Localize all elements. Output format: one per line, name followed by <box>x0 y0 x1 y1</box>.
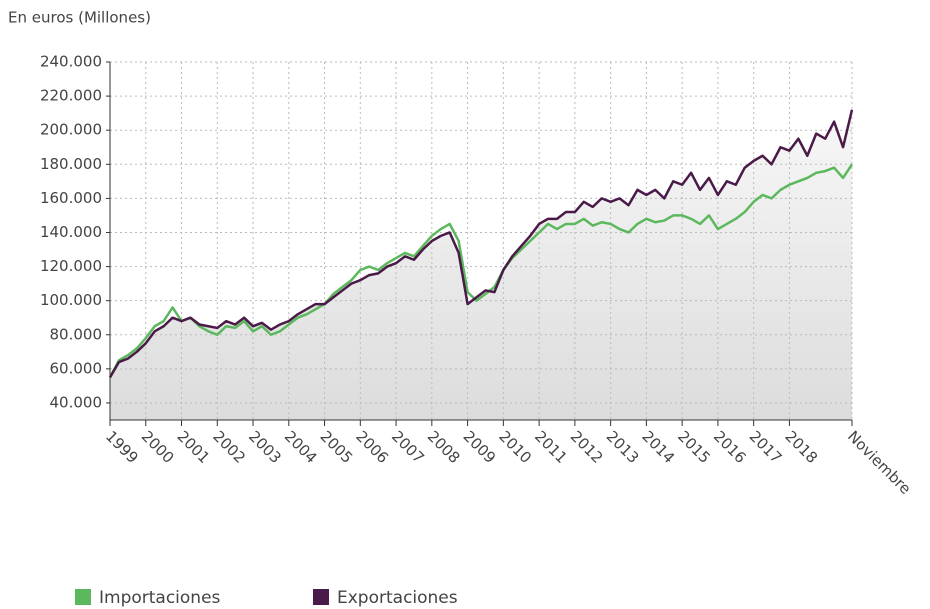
legend-label: Exportaciones <box>337 588 458 608</box>
y-tick-label: 40.000 <box>50 393 103 411</box>
x-tick-label: 2013 <box>603 427 643 467</box>
y-tick-label: 60.000 <box>50 359 103 377</box>
y-tick-label: 220.000 <box>40 87 102 105</box>
x-tick-label: 2012 <box>567 427 607 467</box>
x-tick-label: 2000 <box>138 427 178 467</box>
x-tick-label: Noviembre <box>844 427 915 498</box>
x-tick-label: 2005 <box>317 427 357 467</box>
x-tick-label: 2003 <box>245 427 285 467</box>
series-line <box>108 163 854 378</box>
x-tick-label: 2014 <box>638 427 678 467</box>
area-fill <box>110 109 852 420</box>
legend-swatch <box>313 589 329 605</box>
y-tick-label: 80.000 <box>50 325 103 343</box>
y-tick-label: 200.000 <box>40 121 102 139</box>
x-tick-label: 2008 <box>424 427 464 467</box>
x-tick-label: 2016 <box>710 427 750 467</box>
x-tick-label: 2009 <box>460 427 500 467</box>
x-tick-label: 1999 <box>102 427 142 467</box>
x-tick-label: 2001 <box>174 427 214 467</box>
y-tick-label: 100.000 <box>40 291 102 309</box>
x-tick-label: 2002 <box>209 427 249 467</box>
series-line <box>108 109 854 379</box>
chart-title: En euros (Millones) <box>8 9 151 27</box>
x-tick-label: 2010 <box>495 427 535 467</box>
y-tick-label: 140.000 <box>40 223 102 241</box>
x-tick-label: 2017 <box>746 427 786 467</box>
legend-swatch <box>75 589 91 605</box>
x-tick-label: 2015 <box>674 427 714 467</box>
y-tick-label: 180.000 <box>40 155 102 173</box>
x-tick-label: 2006 <box>352 427 392 467</box>
y-tick-label: 120.000 <box>40 257 102 275</box>
legend-label: Importaciones <box>99 588 221 608</box>
y-tick-label: 240.000 <box>40 53 102 71</box>
y-tick-label: 160.000 <box>40 189 102 207</box>
x-tick-label: 2007 <box>388 427 428 467</box>
x-tick-label: 2011 <box>531 427 571 467</box>
x-tick-label: 2018 <box>781 427 821 467</box>
x-tick-label: 2004 <box>281 427 321 467</box>
